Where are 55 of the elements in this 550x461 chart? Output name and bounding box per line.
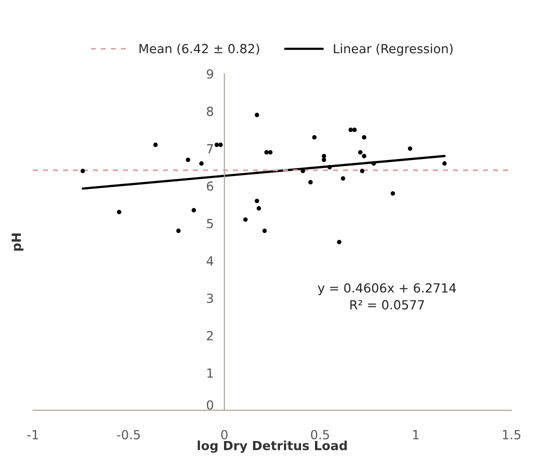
point <box>300 168 306 174</box>
point <box>442 161 447 166</box>
y-tick-label: 8 <box>206 106 214 116</box>
point <box>214 142 219 147</box>
x-tick-label: 0 <box>221 430 228 440</box>
point <box>352 128 357 132</box>
point <box>408 146 412 151</box>
point <box>327 165 332 170</box>
point <box>322 158 326 162</box>
y-tick-label: 9 <box>206 69 214 79</box>
point <box>176 228 181 234</box>
x-tick-label: -0.5 <box>117 430 140 440</box>
point <box>264 150 269 154</box>
point <box>254 112 260 118</box>
point <box>254 198 260 204</box>
x-tick-label: 0.5 <box>310 430 329 440</box>
point <box>116 210 122 214</box>
y-tick-label: 0 <box>206 400 214 410</box>
point <box>256 206 262 211</box>
point <box>199 161 204 166</box>
point <box>371 161 376 166</box>
point <box>308 180 313 184</box>
y-tick-label: 2 <box>206 330 213 340</box>
y-tick-label: 6 <box>206 181 214 191</box>
point <box>390 191 396 196</box>
point <box>340 176 346 181</box>
x-axis-title: log Dry Detritus Load <box>198 440 347 453</box>
legend-label: Linear (Regression) <box>334 44 453 56</box>
legend-label: Mean (6.42 ± 0.82) <box>140 44 260 55</box>
x-tick-label: 1.5 <box>502 430 520 440</box>
point <box>153 142 158 147</box>
point <box>362 154 366 158</box>
y-tick-label: 7 <box>207 144 213 154</box>
point <box>360 168 364 174</box>
point <box>186 158 190 162</box>
y-tick-label: 1 <box>207 368 213 378</box>
point <box>80 168 85 174</box>
annotation: y = 0.4606x + 6.2714 <box>318 283 456 296</box>
point <box>262 228 267 234</box>
point <box>337 240 342 244</box>
point <box>218 142 223 147</box>
y-tick-label: 5 <box>206 218 213 228</box>
y-tick-label: 4 <box>206 256 214 266</box>
point <box>243 217 248 222</box>
x-tick-label: 1 <box>413 430 419 440</box>
point <box>362 135 366 140</box>
point <box>312 135 317 140</box>
point <box>192 208 196 212</box>
point <box>348 128 353 132</box>
annotation: R² = 0.0577 <box>350 300 424 310</box>
y-axis-title: pH <box>12 233 24 251</box>
point <box>358 150 362 154</box>
y-tick-label: 3 <box>206 294 213 304</box>
point <box>268 150 273 154</box>
x-tick-label: -1 <box>27 430 38 440</box>
